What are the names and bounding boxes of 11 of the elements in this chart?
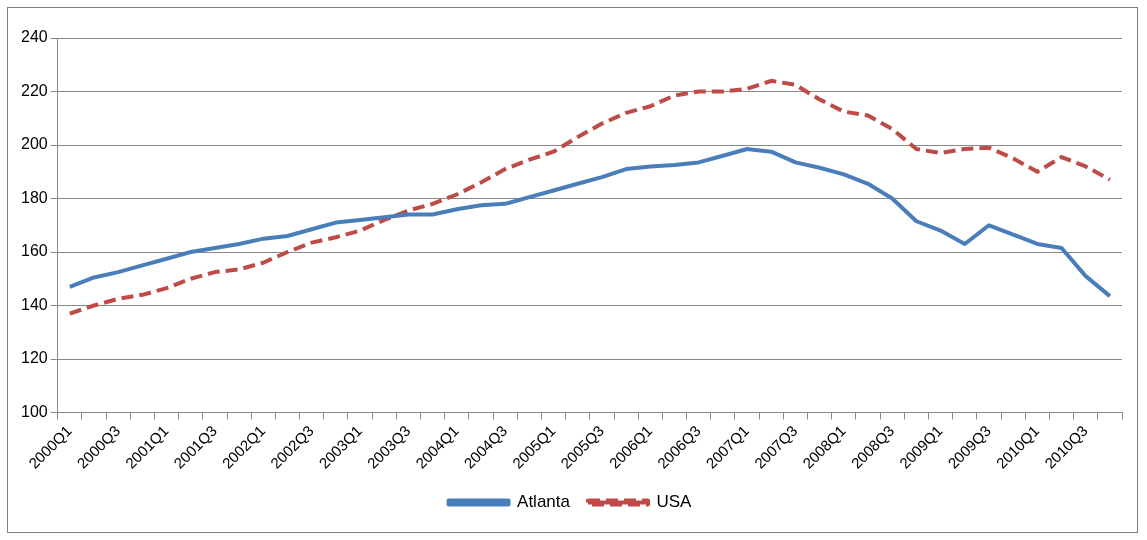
- line-series: [67, 78, 1112, 316]
- y-tick-label: 180: [20, 188, 48, 206]
- y-tick-label: 200: [20, 135, 48, 153]
- y-tick-label: 160: [20, 242, 48, 260]
- y-tick-label: 120: [20, 349, 48, 367]
- legend-label: Atlanta: [517, 492, 571, 512]
- y-tick-label: 220: [20, 81, 48, 99]
- y-tick-label: 100: [20, 402, 48, 420]
- legend-label: USA: [656, 492, 693, 512]
- y-tick-label: 140: [20, 295, 48, 313]
- y-tick-label: 240: [20, 28, 48, 46]
